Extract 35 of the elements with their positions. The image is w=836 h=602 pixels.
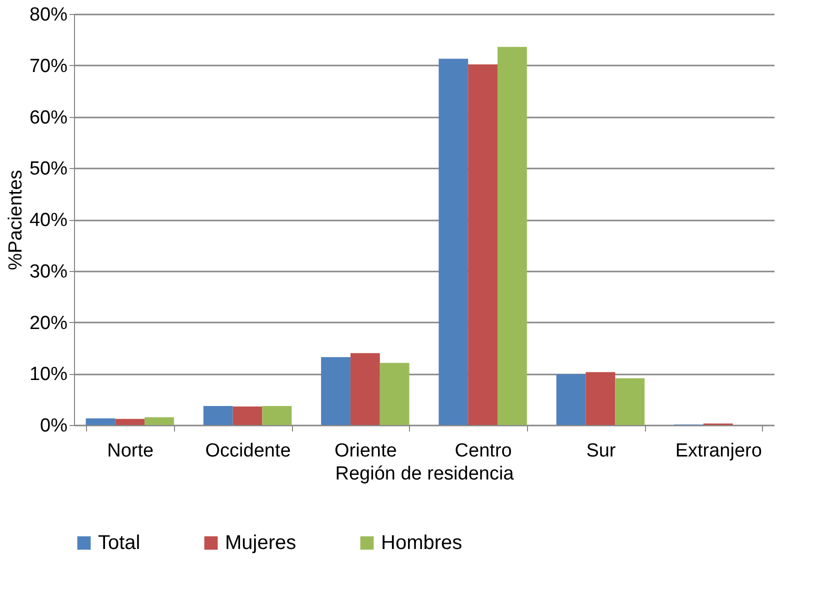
bar	[556, 374, 586, 425]
bar	[498, 46, 527, 425]
bar	[262, 406, 292, 425]
x-axis-title: Región de residencia	[335, 464, 514, 484]
y-tick-label: 60%	[29, 107, 68, 128]
y-tick-label: 10%	[29, 364, 68, 386]
x-tick-label: Sur	[586, 440, 616, 462]
legend-label: Mujeres	[225, 532, 296, 554]
legend-label: Hombres	[381, 532, 462, 554]
x-tick-label: Norte	[107, 440, 154, 462]
x-tick-label: Oriente	[334, 440, 397, 462]
bar	[115, 418, 145, 425]
x-tick-label: Occidente	[205, 440, 291, 462]
y-tick-label: 70%	[29, 56, 68, 77]
bar	[86, 418, 116, 425]
bar	[615, 378, 645, 425]
y-tick-label: 30%	[29, 261, 68, 282]
y-tick-label: 20%	[29, 312, 68, 334]
bar	[586, 372, 616, 425]
legend-label: Total	[98, 532, 140, 554]
y-tick-label: 50%	[29, 158, 68, 180]
bar	[232, 406, 262, 425]
y-tick-label: 0%	[40, 416, 68, 436]
bar	[203, 406, 233, 425]
x-tick-label: Centro	[454, 440, 512, 462]
bar	[468, 64, 498, 425]
y-axis-title: %Pacientes	[5, 170, 26, 270]
x-tick-label: Extranjero	[675, 440, 762, 462]
bar	[350, 353, 380, 425]
bar	[321, 357, 350, 425]
y-tick-label: 80%	[29, 4, 68, 26]
bar	[380, 362, 410, 425]
bar	[438, 58, 468, 425]
y-tick-label: 40%	[29, 210, 68, 231]
bar	[144, 417, 174, 425]
